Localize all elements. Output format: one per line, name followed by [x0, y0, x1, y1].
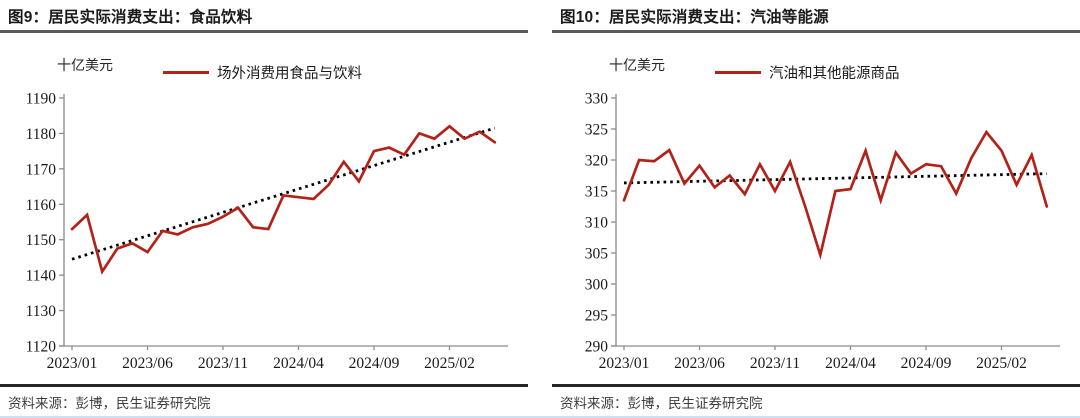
- svg-text:330: 330: [585, 91, 609, 108]
- line-chart-svg: 290 295 300 305 310 315 320 325 330 2023/01 2023/0…: [585, 91, 1060, 372]
- source-rule: [0, 384, 528, 387]
- svg-text:2023/06: 2023/06: [674, 355, 725, 372]
- y-axis-unit-label: 十亿美元: [609, 57, 665, 73]
- svg-text:2024/04: 2024/04: [825, 355, 876, 372]
- figure-title: 图9：居民实际消费支出：食品饮料: [8, 9, 253, 26]
- svg-text:2025/02: 2025/02: [976, 355, 1027, 372]
- legend: 场外消费用食品与饮料: [163, 62, 362, 83]
- svg-text:1120: 1120: [26, 339, 57, 356]
- legend-label: 汽油和其他能源商品: [769, 66, 900, 82]
- svg-text:2023/01: 2023/01: [599, 355, 650, 372]
- figure-title: 图10：居民实际消费支出：汽油等能源: [560, 9, 829, 26]
- svg-text:1190: 1190: [26, 91, 57, 108]
- svg-text:310: 310: [585, 215, 609, 232]
- svg-text:1140: 1140: [26, 268, 57, 285]
- source-text: 资料来源：彭博，民生证券研究院: [560, 396, 763, 411]
- svg-text:295: 295: [585, 308, 609, 325]
- svg-text:1150: 1150: [26, 232, 57, 249]
- y-axis-unit-label: 十亿美元: [57, 57, 113, 73]
- svg-text:1130: 1130: [26, 303, 57, 320]
- line-chart-svg: 1120 1130 1140 1150 1160 1170 1180 1190 2023/01 2…: [26, 91, 508, 372]
- figure-panel-10: 图10：居民实际消费支出：汽油等能源 十亿美元 汽油和其他能源商品 290 295…: [552, 0, 1080, 418]
- svg-text:320: 320: [585, 153, 609, 170]
- svg-text:2023/11: 2023/11: [198, 355, 248, 372]
- title-rule: [0, 30, 528, 33]
- svg-text:315: 315: [585, 184, 609, 201]
- svg-text:2023/06: 2023/06: [122, 355, 173, 372]
- source-text: 资料来源：彭博，民生证券研究院: [8, 396, 211, 411]
- svg-text:2025/02: 2025/02: [424, 355, 475, 372]
- svg-text:2024/09: 2024/09: [901, 355, 952, 372]
- legend-line-swatch: [163, 71, 209, 74]
- svg-text:2024/04: 2024/04: [273, 355, 324, 372]
- svg-text:1160: 1160: [26, 197, 57, 214]
- svg-text:325: 325: [585, 122, 609, 139]
- title-rule: [552, 30, 1080, 33]
- bottom-strip: [0, 416, 1080, 418]
- legend-line-swatch: [715, 71, 761, 74]
- svg-text:1180: 1180: [26, 126, 57, 143]
- source-rule: [552, 384, 1080, 387]
- svg-text:300: 300: [585, 277, 609, 294]
- legend-label: 场外消费用食品与饮料: [217, 66, 362, 82]
- svg-text:305: 305: [585, 246, 609, 263]
- svg-text:2023/11: 2023/11: [750, 355, 800, 372]
- svg-text:1170: 1170: [26, 161, 57, 178]
- figure-panel-9: 图9：居民实际消费支出：食品饮料 十亿美元 场外消费用食品与饮料 1120 113…: [0, 0, 528, 418]
- svg-text:2023/01: 2023/01: [47, 355, 98, 372]
- svg-text:290: 290: [585, 339, 609, 356]
- legend: 汽油和其他能源商品: [715, 62, 900, 83]
- svg-text:2024/09: 2024/09: [349, 355, 400, 372]
